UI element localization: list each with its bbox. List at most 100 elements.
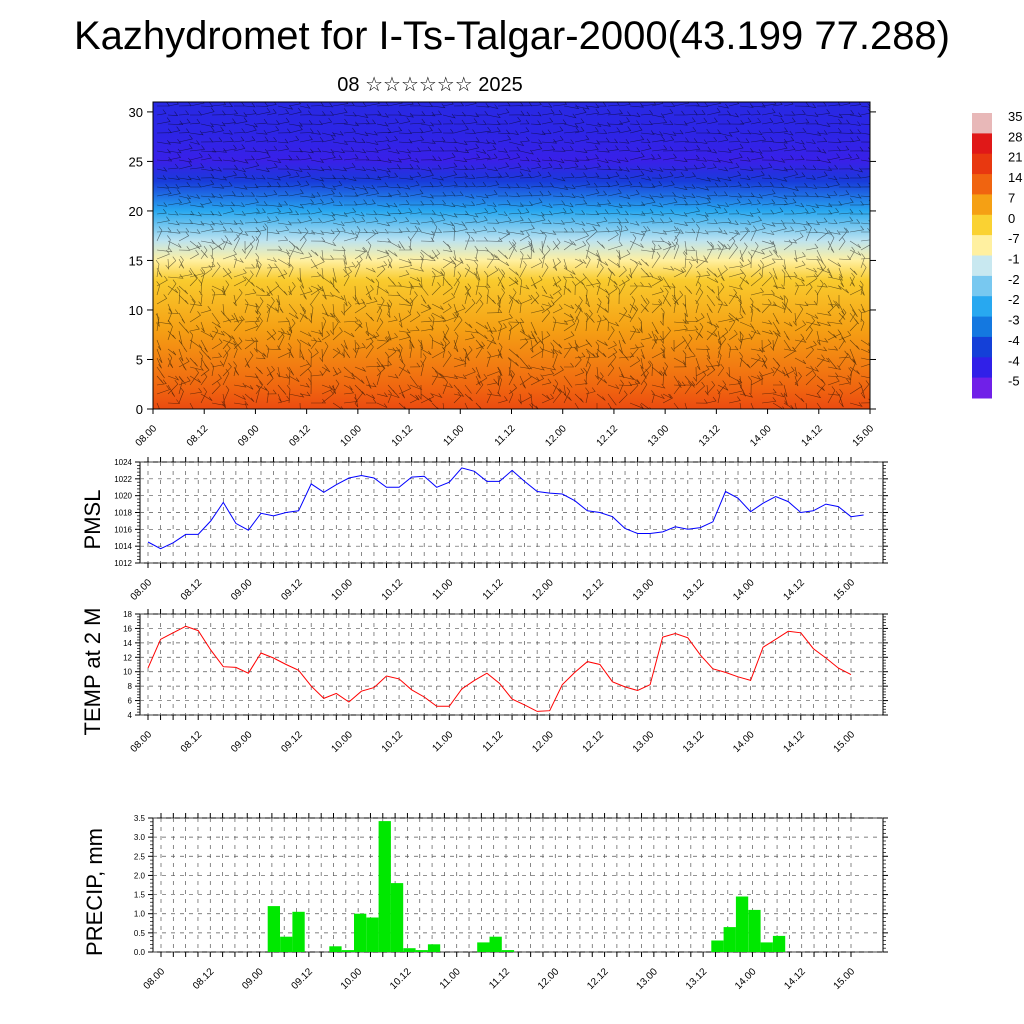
x-tick-label: 08.12 <box>191 966 217 992</box>
x-tick-label: 09.00 <box>236 423 262 449</box>
x-tick-label: 10.12 <box>390 423 416 449</box>
x-tick-label: 13.12 <box>684 966 710 992</box>
y-tick-label: 18 <box>123 610 132 619</box>
x-tick-label: 13.00 <box>631 729 657 755</box>
precip-bar <box>403 948 416 952</box>
precip-bar <box>723 927 736 952</box>
colorbar-label: -7 <box>1008 231 1020 246</box>
x-tick-label: 09.00 <box>229 729 255 755</box>
colorbar-label: -2 <box>1008 292 1020 307</box>
y-tick-label: 1022 <box>114 475 132 484</box>
pmsl-panel: 1012 1014 1016 1018 1020 1022 1024 08.00 08.12 09… <box>80 457 888 603</box>
x-tick-label: 11.12 <box>481 577 506 602</box>
x-tick-label: 12.12 <box>581 729 607 755</box>
x-tick-label: 11.00 <box>430 577 455 602</box>
x-tick-label: 12.12 <box>581 577 607 603</box>
y-tick-label: 0 <box>136 402 143 417</box>
x-tick-label: 09.12 <box>279 729 305 755</box>
x-tick-label: 10.00 <box>330 729 356 755</box>
colorbar-swatch <box>972 377 992 399</box>
x-tick-label: 08.12 <box>179 729 205 755</box>
x-tick-label: 09.00 <box>240 966 266 992</box>
precip-bar <box>378 821 391 952</box>
y-tick-label: 1020 <box>114 492 132 501</box>
colorbar-label: -5 <box>1008 374 1020 389</box>
colorbar-label: -3 <box>1008 313 1020 328</box>
x-tick-label: 08.00 <box>129 577 155 603</box>
colorbar-label: -4 <box>1008 353 1020 368</box>
precip-bar <box>354 913 367 952</box>
colorbar-swatch <box>972 174 992 195</box>
colorbar-label: -4 <box>1008 333 1020 348</box>
colorbar-label: -2 <box>1008 272 1020 287</box>
y-tick-label: 14 <box>123 639 132 648</box>
x-tick-label: 10.00 <box>330 577 356 603</box>
x-tick-label: 09.12 <box>290 966 316 992</box>
y-tick-label: 25 <box>129 154 143 169</box>
x-tick-label: 13.00 <box>646 423 672 449</box>
colorbar-label: 14 <box>1008 170 1022 185</box>
precip-bar <box>329 946 342 952</box>
colorbar: 35 28 21 14 7 0 -7 -1 -2 -2 -3 -4 -4 -5 <box>972 109 1022 399</box>
x-tick-label: 11.00 <box>441 423 466 448</box>
y-tick-label: 2.0 <box>134 871 146 880</box>
y-axis-label: TEMP at 2 M <box>80 608 105 736</box>
y-tick-label: 15 <box>129 253 143 268</box>
x-tick-label: 12.00 <box>543 423 569 449</box>
colorbar-label: 0 <box>1008 211 1015 226</box>
y-tick-label: 5 <box>136 352 143 367</box>
wind-barbs <box>155 102 870 409</box>
x-tick-label: 09.00 <box>229 577 255 603</box>
page-subtitle: 08 ☆☆☆☆☆☆ 2025 <box>337 74 523 96</box>
y-tick-label: 12 <box>123 653 132 662</box>
precip-bar <box>772 935 786 952</box>
x-tick-label: 13.00 <box>631 577 657 603</box>
x-tick-label: 13.12 <box>697 423 723 449</box>
x-tick-label: 14.00 <box>748 423 774 449</box>
x-tick-label: 13.12 <box>681 729 707 755</box>
x-tick-label: 10.12 <box>380 577 406 603</box>
x-tick-label: 13.12 <box>681 577 707 603</box>
x-tick-label: 08.12 <box>185 423 211 449</box>
x-tick-label: 15.00 <box>832 729 858 755</box>
x-tick-label: 11.12 <box>481 729 506 754</box>
colorbar-swatch <box>972 296 992 318</box>
precip-bar <box>477 942 490 952</box>
y-axis-label: PMSL <box>80 490 105 550</box>
colorbar-swatch <box>972 316 992 338</box>
y-tick-label: 10 <box>129 303 143 318</box>
x-tick-label: 08.12 <box>179 577 205 603</box>
y-tick-label: 1012 <box>114 559 132 568</box>
x-tick-label: 09.12 <box>279 577 305 603</box>
x-tick-label: 08.00 <box>134 423 160 449</box>
colorbar-swatch <box>972 336 992 358</box>
x-tick-label: 11.00 <box>430 729 455 754</box>
precip-bar <box>427 944 441 952</box>
y-tick-label: 10 <box>123 668 132 677</box>
x-tick-label: 08.00 <box>129 729 155 755</box>
x-tick-label: 11.00 <box>438 966 463 991</box>
x-tick-label: 15.00 <box>832 577 858 603</box>
x-tick-label: 12.12 <box>585 966 611 992</box>
x-tick-label: 14.00 <box>731 729 757 755</box>
colorbar-swatch <box>972 275 992 297</box>
y-tick-label: 1024 <box>114 458 132 467</box>
x-tick-label: 11.12 <box>493 423 518 448</box>
y-tick-label: 0.0 <box>134 948 146 957</box>
precip-bar <box>748 909 761 952</box>
colorbar-swatch <box>972 255 992 277</box>
y-tick-label: 6 <box>128 697 133 706</box>
colorbar-swatch <box>972 153 992 175</box>
precip-bar <box>711 940 724 952</box>
colorbar-label: 21 <box>1008 150 1022 165</box>
colorbar-swatch <box>972 235 992 256</box>
y-tick-label: 20 <box>129 204 143 219</box>
page-title: Kazhydromet for I-Ts-Talgar-2000(43.199 … <box>73 14 950 58</box>
x-tick-label: 08.00 <box>142 966 168 992</box>
x-tick-label: 10.12 <box>388 966 414 992</box>
x-tick-label: 14.12 <box>782 966 808 992</box>
x-tick-label: 14.12 <box>781 729 807 755</box>
temperature-panel: 4 6 8 10 12 14 16 18 08.00 08.12 09.00 09.12 10.00 10… <box>80 608 888 755</box>
temperature-line <box>147 625 852 712</box>
